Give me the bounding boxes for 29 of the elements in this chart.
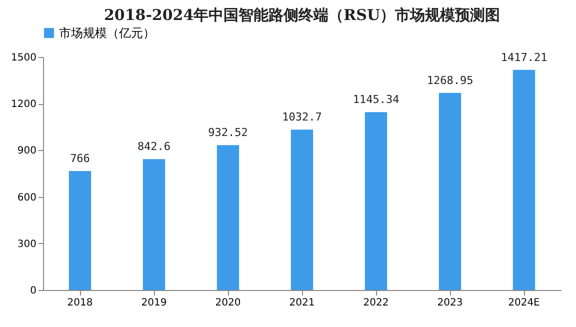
data-label: 1145.34 <box>352 93 400 106</box>
x-tick-label: 2022 <box>363 298 389 308</box>
chart-title: 2018-2024年中国智能路侧终端（RSU）市场规模预测图 <box>104 6 500 24</box>
x-tick-label: 2018 <box>67 298 93 308</box>
bar <box>290 130 314 290</box>
bar <box>68 171 92 290</box>
y-tick-label: 600 <box>17 192 36 204</box>
data-label: 766 <box>70 152 90 166</box>
y-tick-label: 900 <box>17 146 36 157</box>
data-label: 932.52 <box>208 126 248 140</box>
data-label: 1268.95 <box>426 74 474 87</box>
x-tick-label: 2023 <box>437 298 463 308</box>
x-tick-label: 2019 <box>141 298 167 308</box>
legend-label: 市场规模（亿元） <box>59 26 155 40</box>
y-tick-label: 1200 <box>11 99 36 110</box>
y-tick-label: 0 <box>30 286 36 296</box>
y-tick-label: 1500 <box>11 52 36 64</box>
x-tick-label: 2024E <box>508 298 540 308</box>
bar <box>364 112 388 290</box>
bar <box>142 159 166 290</box>
x-tick-label: 2020 <box>215 298 241 308</box>
x-tick-label: 2021 <box>289 298 315 308</box>
data-label: 1417.21 <box>500 50 548 64</box>
data-label: 1032.7 <box>282 110 322 124</box>
y-tick-label: 300 <box>17 238 36 250</box>
bar <box>216 145 240 290</box>
bar <box>512 70 536 290</box>
bar <box>438 92 462 290</box>
data-label: 842.6 <box>137 140 171 154</box>
